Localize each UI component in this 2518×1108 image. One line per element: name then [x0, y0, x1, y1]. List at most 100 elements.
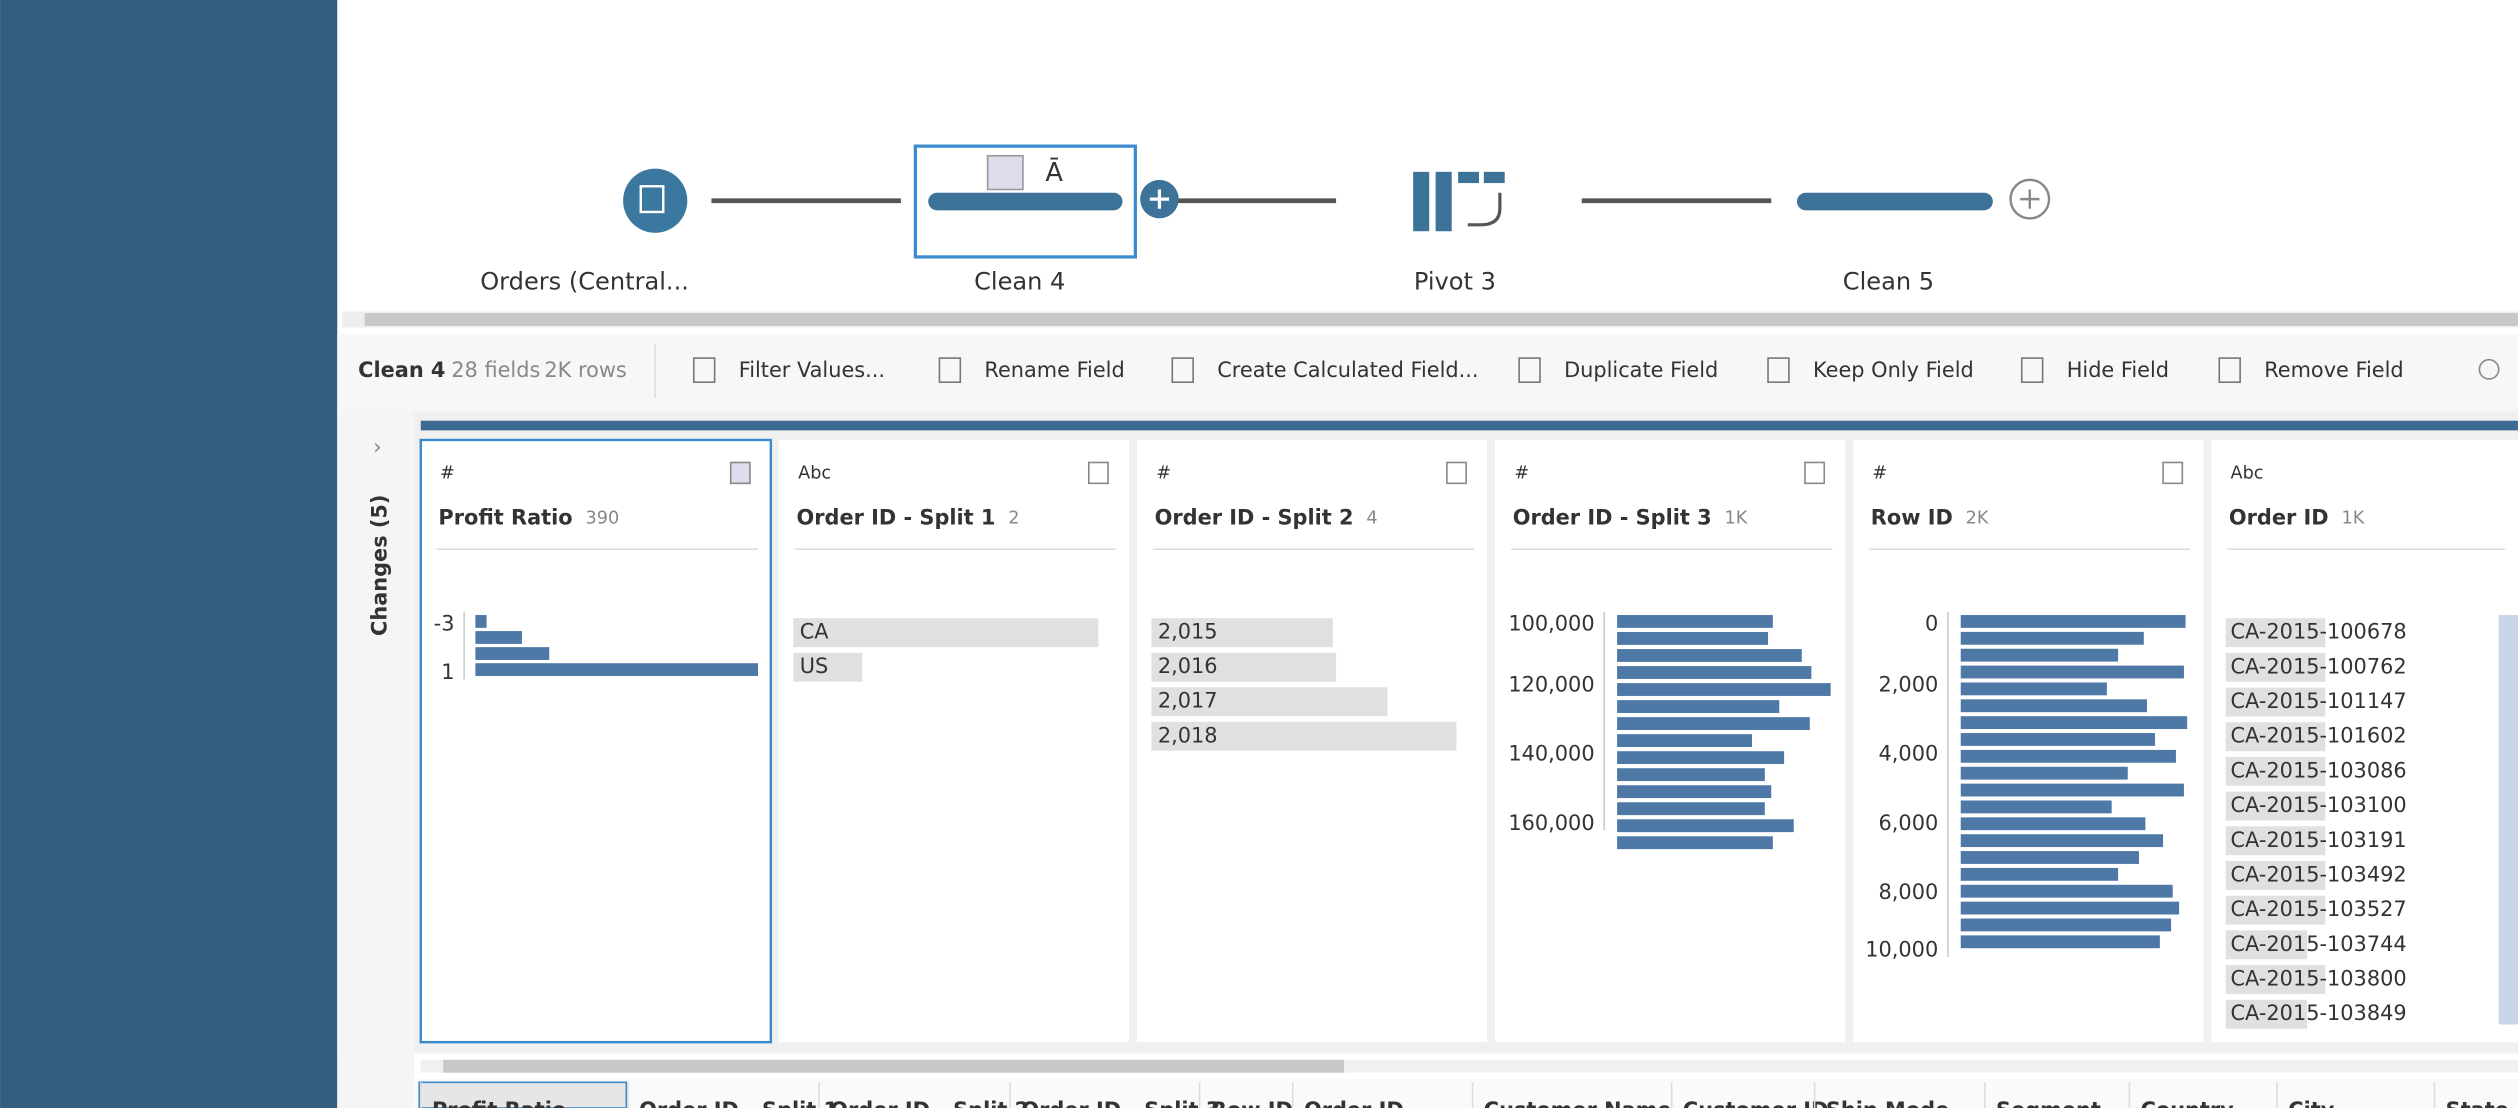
value-bar[interactable] — [2225, 930, 2308, 960]
value-bar[interactable] — [793, 652, 863, 682]
column-header[interactable]: Order ID — [1304, 1098, 1404, 1108]
column-header[interactable]: Order ID - Split 3 — [1021, 1098, 1220, 1108]
histogram-bar[interactable] — [1960, 682, 2107, 696]
column-header[interactable]: Customer ID — [1683, 1098, 1828, 1108]
type-icon[interactable]: # — [1514, 464, 1529, 484]
histogram-bar[interactable] — [1617, 802, 1765, 816]
histogram-bar[interactable] — [1960, 766, 2128, 780]
toolbar-action[interactable]: Rename Field — [984, 358, 1124, 382]
value-bar[interactable] — [2225, 999, 2308, 1029]
histogram-bar[interactable] — [1617, 819, 1794, 833]
input-node[interactable] — [623, 168, 688, 233]
value-label[interactable]: CA-2015-103100 — [2231, 793, 2407, 817]
histogram-bar[interactable] — [1960, 749, 2176, 763]
category-label[interactable]: 2,015 — [1158, 620, 1218, 644]
value-label[interactable]: CA-2015-101147 — [2231, 689, 2407, 713]
value-bar[interactable] — [2225, 618, 2326, 648]
card-icon[interactable] — [1446, 461, 1467, 485]
type-icon[interactable]: # — [440, 464, 455, 484]
column-header[interactable]: Customer Name — [1484, 1098, 1672, 1108]
histogram-bar[interactable] — [1960, 901, 2180, 915]
clean-node[interactable] — [1796, 192, 1993, 211]
value-bar[interactable] — [1151, 652, 1337, 682]
histogram-bar[interactable] — [1960, 800, 2112, 814]
field-name[interactable]: Order ID - Split 3 — [1513, 506, 1712, 530]
value-bar[interactable] — [1151, 618, 1333, 648]
value-label[interactable]: CA-2015-101602 — [2231, 724, 2407, 748]
column-header[interactable]: Order ID - Split 1 — [639, 1098, 838, 1108]
category-label[interactable]: 2,018 — [1158, 723, 1218, 747]
value-bar[interactable] — [2225, 791, 2326, 821]
histogram-bar[interactable] — [475, 647, 550, 660]
card-icon[interactable] — [1087, 461, 1109, 485]
value-bar[interactable] — [2225, 722, 2326, 752]
column-header[interactable]: Profit Ratio — [432, 1098, 566, 1108]
h-scroll-thumb[interactable] — [443, 1059, 1345, 1073]
histogram-bar[interactable] — [475, 631, 522, 644]
histogram-bar[interactable] — [1617, 785, 1772, 799]
histogram-bar[interactable] — [1617, 734, 1752, 748]
toolbar-action[interactable]: Remove Field — [2264, 358, 2403, 382]
field-name[interactable]: Profit Ratio — [438, 506, 572, 530]
value-label[interactable]: CA-2015-100762 — [2231, 654, 2407, 678]
value-label[interactable]: CA-2015-103744 — [2231, 932, 2407, 956]
card-icon[interactable] — [1804, 461, 1826, 485]
field-name[interactable]: Order ID — [2229, 506, 2329, 530]
histogram-bar[interactable] — [1960, 935, 2160, 949]
toolbar-action[interactable]: Keep Only Field — [1813, 358, 1974, 382]
toolbar-action[interactable]: Hide Field — [2067, 358, 2169, 382]
column-header[interactable]: Country — [2141, 1098, 2235, 1108]
histogram-bar[interactable] — [1960, 615, 2186, 628]
value-label[interactable]: CA-2015-103800 — [2231, 967, 2407, 991]
histogram-bar[interactable] — [1960, 918, 2172, 932]
column-header[interactable]: Row ID — [1211, 1098, 1293, 1108]
value-label[interactable]: CA-2015-103191 — [2231, 828, 2407, 852]
value-bar[interactable] — [2225, 756, 2326, 786]
value-bar[interactable] — [1151, 721, 1457, 751]
histogram-bar[interactable] — [475, 663, 758, 677]
changes-label[interactable]: Changes (5) — [368, 495, 392, 636]
column-header[interactable]: Ship Mode — [1826, 1098, 1949, 1108]
value-label[interactable]: CA-2015-103849 — [2231, 1001, 2407, 1025]
histogram-bar[interactable] — [1617, 836, 1773, 850]
category-label[interactable]: 2,017 — [1158, 689, 1218, 713]
toolbar-action[interactable]: Filter Values... — [739, 358, 885, 382]
value-bar[interactable] — [2225, 895, 2326, 925]
histogram-bar[interactable] — [1617, 666, 1812, 679]
value-bar[interactable] — [793, 618, 1099, 648]
profile-card[interactable] — [419, 438, 773, 1044]
histogram-bar[interactable] — [1960, 817, 2146, 831]
value-bar[interactable] — [2225, 687, 2326, 717]
histogram-bar[interactable] — [1960, 783, 2184, 797]
value-bar[interactable] — [2225, 965, 2326, 994]
card-icon[interactable] — [2162, 461, 2184, 485]
type-icon[interactable]: Abc — [798, 464, 831, 484]
histogram-bar[interactable] — [1960, 631, 2144, 645]
type-icon[interactable]: # — [1156, 464, 1171, 484]
type-icon[interactable]: # — [1872, 464, 1887, 484]
field-name[interactable]: Order ID - Split 1 — [797, 506, 996, 530]
histogram-bar[interactable] — [1960, 851, 2139, 864]
tip-icon[interactable] — [2478, 358, 2500, 380]
histogram-bar[interactable] — [1617, 683, 1831, 696]
histogram-bar[interactable] — [1960, 699, 2148, 713]
type-icon[interactable]: Abc — [2231, 464, 2264, 484]
histogram-bar[interactable] — [1960, 648, 2119, 662]
category-label[interactable]: 2,016 — [1158, 654, 1218, 678]
histogram-bar[interactable] — [1617, 632, 1769, 645]
value-bar[interactable] — [1151, 687, 1388, 717]
field-name[interactable]: Order ID - Split 2 — [1155, 506, 1354, 530]
column-header[interactable]: Segment — [1996, 1098, 2101, 1108]
scroll-thumb[interactable] — [364, 313, 2518, 326]
histogram-bar[interactable] — [475, 615, 487, 628]
histogram-bar[interactable] — [1960, 733, 2156, 746]
category-label[interactable]: CA — [800, 620, 830, 644]
histogram-bar[interactable] — [1617, 615, 1773, 628]
mini-scroll[interactable] — [2498, 615, 2518, 1025]
histogram-bar[interactable] — [1617, 751, 1785, 765]
category-label[interactable]: US — [800, 654, 829, 678]
field-name[interactable]: Row ID — [1871, 506, 1953, 530]
histogram-bar[interactable] — [1960, 867, 2119, 881]
card-icon[interactable] — [729, 461, 751, 485]
histogram-bar[interactable] — [1617, 700, 1780, 713]
